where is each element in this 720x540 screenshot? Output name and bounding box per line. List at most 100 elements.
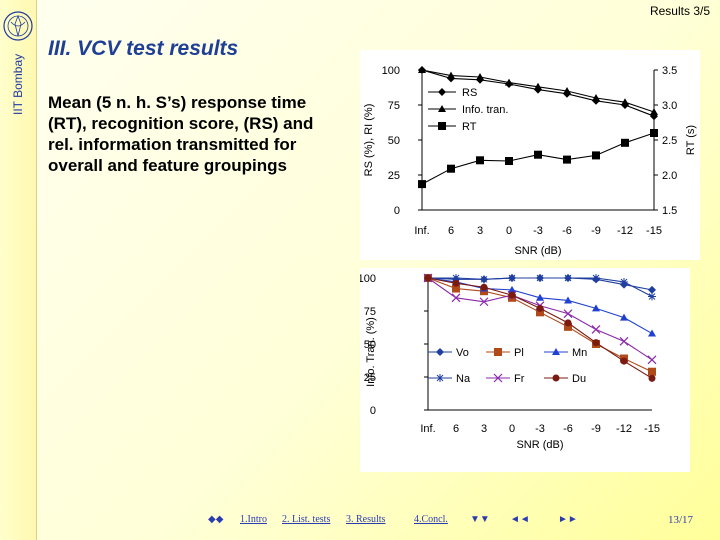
y-tick-label: 100 xyxy=(360,273,376,285)
legend-label: Du xyxy=(572,373,586,385)
nav-link-conclusion[interactable]: 4.Concl. xyxy=(414,514,448,525)
data-point-infotran xyxy=(505,78,513,86)
data-point-pl xyxy=(452,284,460,293)
data-point-rt xyxy=(476,156,484,165)
legend-label: RS xyxy=(462,87,477,99)
data-point-du xyxy=(564,319,572,327)
data-point-infotran xyxy=(476,73,484,80)
y-axis-label: RS (%), RI (%) xyxy=(363,104,375,177)
legend-marker xyxy=(436,374,444,382)
legend-marker xyxy=(552,374,560,382)
y-tick-label: 25 xyxy=(388,170,400,182)
data-point-fr xyxy=(647,355,657,365)
chart-info-tran: 0 25 50 75 100 Inf. 6 3 0 -3 -6 -9 -12 -15 SNR (dB) Inf… xyxy=(360,268,690,472)
y-axis-label: Info. Tran. (%) xyxy=(365,317,377,387)
y-tick-label: 0 xyxy=(394,205,400,217)
data-point-du xyxy=(452,279,460,287)
x-tick-label: -9 xyxy=(591,225,601,237)
x-tick-label: -9 xyxy=(591,423,601,435)
legend-marker xyxy=(438,105,446,112)
y-tick-label: 50 xyxy=(388,135,400,147)
data-point-rt xyxy=(592,151,600,160)
legend-label: RT xyxy=(462,121,477,133)
legend-marker xyxy=(493,373,503,383)
data-point-mn xyxy=(592,304,600,312)
x-tick-label: -12 xyxy=(616,423,632,435)
data-point-mn xyxy=(648,329,656,337)
nav-first-button[interactable]: ◆◆ xyxy=(208,514,224,525)
page-number: 13/17 xyxy=(668,514,694,526)
nav-down-button[interactable]: ▼▼ xyxy=(470,514,490,525)
chart-rs-rt: 0 25 50 75 100 1.5 2.0 2.5 3.0 3.5 Inf. 6 3 0 -3 -6 -9 -1… xyxy=(360,50,700,260)
data-point-na xyxy=(592,274,600,282)
legend-marker xyxy=(494,348,502,356)
data-point-infotran xyxy=(592,94,600,101)
legend-label: Info. tran. xyxy=(462,104,508,116)
data-point-na xyxy=(452,274,460,282)
data-point-du xyxy=(480,283,488,291)
legend-marker xyxy=(552,348,560,355)
x-tick-label: 6 xyxy=(453,423,459,435)
x-tick-label: 6 xyxy=(448,225,454,237)
data-point-na xyxy=(536,274,544,282)
x-axis-label: SNR (dB) xyxy=(516,439,563,451)
y-right-tick-label: 2.0 xyxy=(662,170,677,182)
data-point-vo xyxy=(648,285,656,294)
x-tick-label: Inf. xyxy=(414,225,429,237)
x-tick-label: 0 xyxy=(509,423,515,435)
institution-label: IIT Bombay xyxy=(11,53,25,115)
y-tick-label: 100 xyxy=(382,65,400,77)
x-tick-label: -12 xyxy=(617,225,633,237)
nav-back-button[interactable]: ◄◄ xyxy=(510,514,530,525)
x-tick-label: Inf. xyxy=(420,423,435,435)
data-point-na xyxy=(564,274,572,282)
data-point-rt xyxy=(621,138,629,147)
legend-label: Na xyxy=(456,373,471,385)
data-point-infotran xyxy=(650,108,658,115)
y-tick-label: 25 xyxy=(364,372,376,384)
data-point-pl xyxy=(564,322,572,331)
y-right-axis-label: RT (s) xyxy=(685,125,697,155)
x-tick-label: 0 xyxy=(506,225,512,237)
nav-link-results[interactable]: 3. Results xyxy=(346,514,386,525)
data-point-infotran xyxy=(563,87,571,94)
page-title: III. VCV test results xyxy=(48,37,239,60)
series-line-du xyxy=(427,277,653,379)
data-point-fr xyxy=(619,336,629,346)
legend-label: Mn xyxy=(572,347,587,359)
slide-description: Mean (5 n. h. S’s) response time (RT), r… xyxy=(48,93,314,175)
data-point-mn xyxy=(620,313,628,321)
data-point-mn xyxy=(536,293,544,301)
y-tick-label: 75 xyxy=(388,100,400,112)
data-point-infotran xyxy=(534,82,542,90)
data-point-rs xyxy=(650,112,658,121)
x-tick-label: -3 xyxy=(535,423,545,435)
data-point-rt xyxy=(534,150,542,159)
x-tick-label: 3 xyxy=(481,423,487,435)
data-point-na xyxy=(480,275,488,284)
slide-section-label: Results 3/5 xyxy=(649,4,710,18)
nav-link-intro[interactable]: 1.Intro xyxy=(240,514,267,525)
legend-marker xyxy=(436,348,444,356)
x-tick-label: -3 xyxy=(533,225,543,237)
sidebar-strip: IIT Bombay xyxy=(0,0,37,540)
nav-link-list-tests[interactable]: 2. List. tests xyxy=(282,514,331,525)
data-point-fr xyxy=(479,297,489,307)
nav-forward-button[interactable]: ►► xyxy=(558,514,578,525)
data-point-du xyxy=(592,339,600,347)
data-point-infotran xyxy=(621,98,629,106)
data-point-rt xyxy=(447,164,455,173)
data-point-du xyxy=(424,274,432,282)
x-tick-label: -6 xyxy=(562,225,572,237)
legend-marker xyxy=(438,122,446,130)
data-point-fr xyxy=(563,309,573,319)
legend-label: Vo xyxy=(456,347,469,359)
legend-label: Pl xyxy=(514,347,524,359)
x-tick-label: -6 xyxy=(563,423,573,435)
y-tick-label: 75 xyxy=(364,306,376,318)
y-tick-label: 50 xyxy=(364,339,376,351)
y-right-tick-label: 3.0 xyxy=(662,100,677,112)
data-point-infotran xyxy=(418,66,426,73)
x-tick-label: -15 xyxy=(646,225,662,237)
data-point-du xyxy=(620,357,628,365)
